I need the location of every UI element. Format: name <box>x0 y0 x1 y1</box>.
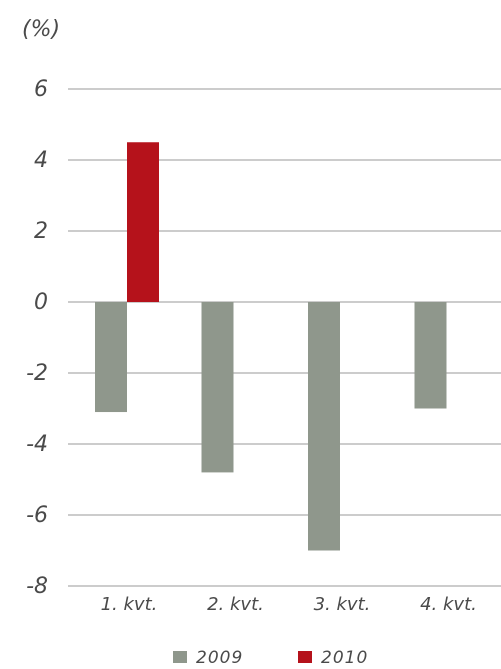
y-tick-label: -4 <box>26 432 48 457</box>
category-label: 4. kvt. <box>420 594 477 615</box>
y-unit-label: (%) <box>22 17 60 42</box>
y-tick-label: -6 <box>26 503 48 528</box>
y-tick-label: 4 <box>34 148 48 173</box>
y-tick-label: -2 <box>26 361 48 386</box>
category-label: 1. kvt. <box>101 594 158 615</box>
bars <box>95 142 447 551</box>
legend-label-2009: 2009 <box>196 648 243 665</box>
bar-2009-2 <box>201 302 234 473</box>
y-tick-label: 0 <box>34 290 48 315</box>
y-axis-ticks: 6 4 2 0 -2 -4 -6 -8 <box>26 77 48 599</box>
bar-2009-4 <box>414 302 447 409</box>
legend-swatch-2009 <box>173 651 187 663</box>
y-tick-label: 2 <box>34 219 48 244</box>
legend: 2009 2010 <box>173 648 368 668</box>
category-label: 3. kvt. <box>314 594 371 615</box>
y-tick-label: 6 <box>34 77 48 102</box>
category-label: 2. kvt. <box>207 594 264 615</box>
y-tick-label: -8 <box>26 574 48 599</box>
bar-2010-1 <box>127 142 159 302</box>
bar-2009-1 <box>95 302 127 413</box>
x-axis-categories: 1. kvt. 2. kvt. 3. kvt. 4. kvt. <box>101 594 477 615</box>
bar-2009-3 <box>308 302 340 551</box>
legend-label-2010: 2010 <box>321 648 368 665</box>
legend-swatch-2010 <box>298 651 312 663</box>
